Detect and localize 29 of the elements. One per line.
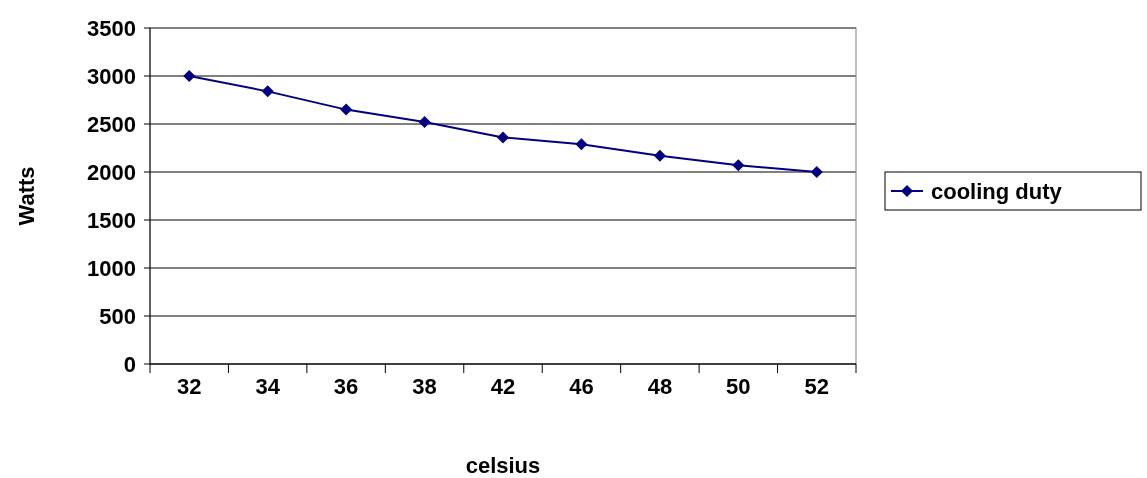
x-tick-label: 48 (647, 374, 673, 399)
point (261, 85, 274, 98)
x-tick-label: 46 (569, 374, 594, 399)
point (732, 159, 745, 172)
x-tick-label: 34 (255, 374, 281, 399)
x-tick-label: 52 (804, 374, 830, 399)
y-tick-label: 0 (123, 351, 136, 377)
point (418, 116, 431, 129)
point (340, 103, 353, 116)
x-tick-label: 32 (176, 374, 202, 399)
x-axis-title: celsius (465, 453, 541, 478)
y-axis-title: Watts (14, 166, 39, 226)
x-tick-label: 38 (412, 374, 437, 399)
x-tick-label: 36 (333, 374, 359, 399)
point (575, 138, 588, 151)
point (810, 166, 823, 178)
y-tick-label: 1500 (87, 207, 136, 233)
y-tick-label: 2500 (87, 111, 136, 137)
y-tick-label: 500 (99, 303, 136, 329)
y-tick-label: 1000 (87, 255, 136, 281)
legend-label: cooling duty (931, 178, 1063, 204)
x-tick-label: 50 (726, 374, 751, 399)
point (497, 131, 509, 144)
point (653, 149, 666, 162)
y-tick-label: 3000 (87, 63, 136, 89)
point (183, 70, 196, 82)
y-tick-label: 2000 (87, 159, 136, 185)
x-tick-label: 42 (490, 374, 516, 399)
y-tick-label: 3500 (87, 15, 136, 41)
